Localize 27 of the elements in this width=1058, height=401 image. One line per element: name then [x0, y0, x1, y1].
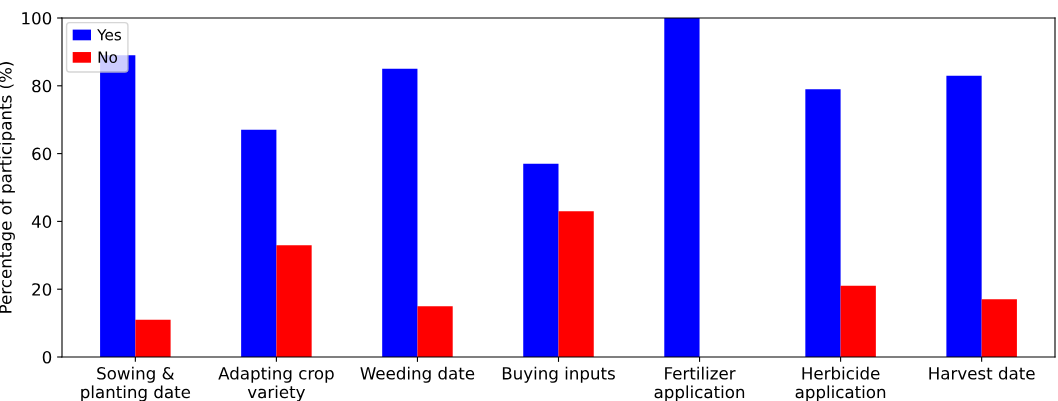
y-tick-label: 0: [42, 350, 52, 364]
bar: [276, 245, 312, 357]
legend-label: No: [98, 51, 118, 63]
x-tick-label: Buying inputs: [502, 366, 615, 383]
x-tick-label: Fertilizer application: [654, 366, 745, 401]
bar: [946, 75, 982, 357]
bar: [840, 285, 876, 357]
bar: [981, 299, 1017, 357]
bar: [805, 89, 841, 357]
bar: [523, 163, 559, 357]
y-tick-label: 100: [22, 11, 52, 25]
bar: [382, 68, 418, 357]
x-tick-label: Herbicide application: [795, 366, 886, 401]
bar: [241, 129, 277, 357]
y-tick-label: 40: [31, 215, 52, 228]
x-tick-label: Harvest date: [929, 366, 1035, 380]
bar: [558, 211, 594, 357]
bar: [664, 18, 700, 357]
x-tick-label: Weeding date: [360, 366, 475, 383]
bar: [417, 306, 453, 357]
x-tick-label: Sowing & planting date: [81, 366, 191, 401]
legend-label: Yes: [97, 29, 122, 41]
y-tick-label: 60: [32, 147, 52, 161]
x-tick-label: Adapting crop variety: [218, 366, 334, 401]
y-tick-label: 20: [32, 283, 52, 296]
bar: [135, 319, 171, 357]
y-tick-label: 80: [32, 79, 52, 93]
